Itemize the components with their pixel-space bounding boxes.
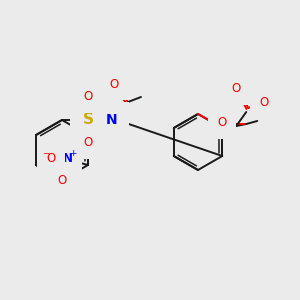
Text: O: O — [46, 152, 56, 166]
Text: O: O — [57, 175, 67, 188]
Bar — [80, 112, 96, 128]
Text: S: S — [82, 112, 94, 128]
Text: O: O — [110, 77, 118, 91]
Text: −: − — [43, 149, 50, 158]
Text: O: O — [232, 82, 241, 95]
Text: N: N — [106, 113, 118, 127]
Text: O: O — [83, 136, 93, 149]
Text: O: O — [83, 91, 93, 103]
Text: O: O — [218, 116, 226, 130]
Text: N: N — [63, 152, 73, 166]
Text: +: + — [69, 148, 77, 158]
Text: O: O — [260, 95, 269, 109]
